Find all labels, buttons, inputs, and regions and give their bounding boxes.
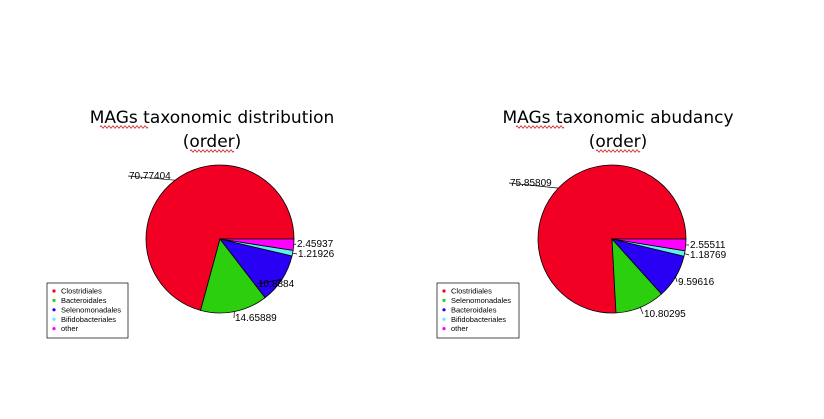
legend-entry: Bacteroidales — [61, 296, 107, 305]
chart-subtitle: (order) — [183, 132, 242, 152]
legend-box — [436, 282, 520, 339]
pie-chart-2: MAGs taxonomic abudancy (order) 75.85809 10… — [436, 108, 734, 339]
pie-chart-1: MAGs taxonomic distribution (order) 70.774… — [46, 108, 335, 339]
legend-marker — [52, 308, 56, 312]
legend-entry: Selenomonadales — [451, 296, 511, 305]
legend-marker — [52, 327, 56, 331]
legend-entry: Bacteroidales — [451, 305, 497, 314]
spellcheck-underline — [189, 149, 235, 153]
pie-slice-other — [219, 238, 295, 251]
legend-entry: Clostridiales — [451, 287, 492, 296]
legend-entry: Selenomonadales — [61, 305, 121, 314]
legend-marker — [52, 289, 56, 293]
legend-marker — [442, 289, 446, 293]
slice-leader-line — [675, 276, 678, 283]
slice-value-label: 9.59616 — [678, 277, 715, 288]
slice-value-label: 2.45937 — [297, 239, 334, 250]
slice-leader-line — [508, 182, 559, 189]
slice-value-label: 10.80295 — [644, 309, 686, 320]
legend-marker — [52, 298, 56, 302]
slice-leader-line — [684, 253, 690, 256]
legend-marker — [442, 327, 446, 331]
slice-leader-line — [256, 278, 283, 285]
chart-title: MAGs taxonomic distribution — [90, 108, 335, 128]
slice-value-label: 1.18769 — [690, 250, 727, 261]
legend-entry: other — [451, 324, 469, 333]
chart-legend: ClostridialesSelenomonadalesBacteroidale… — [436, 282, 520, 339]
slice-leader-line — [127, 175, 176, 181]
legend-marker — [442, 298, 446, 302]
spellcheck-underline — [595, 149, 641, 153]
slice-value-label: 75.85809 — [510, 178, 552, 189]
slice-value-label: 14.65889 — [235, 313, 277, 324]
slice-value-label: 10.8884 — [258, 279, 295, 290]
pie-slice-other — [611, 238, 687, 252]
chart-legend: ClostridialesBacteroidalesSelenomonadale… — [46, 282, 129, 339]
slice-leader-line — [292, 252, 298, 255]
legend-marker — [442, 317, 446, 321]
spellcheck-underline — [99, 125, 149, 129]
legend-marker — [442, 308, 446, 312]
slice-leader-line — [293, 243, 297, 246]
legend-entry: other — [61, 324, 79, 333]
legend-entry: Bifidobacteriales — [451, 315, 506, 324]
pie-slice-clostridiales — [145, 164, 295, 311]
slice-value-label: 1.21926 — [298, 249, 335, 260]
slice-value-label: 2.55511 — [690, 240, 726, 251]
legend-entry: Clostridiales — [61, 287, 102, 296]
slice-value-label: 70.77404 — [129, 171, 171, 182]
slice-leader-line — [640, 307, 644, 315]
legend-marker — [52, 317, 56, 321]
legend-entry: Bifidobacteriales — [61, 315, 116, 324]
chart-subtitle: (order) — [589, 132, 648, 152]
chart-title: MAGs taxonomic abudancy — [502, 108, 733, 128]
legend-box — [46, 282, 129, 339]
spellcheck-underline — [515, 125, 565, 129]
